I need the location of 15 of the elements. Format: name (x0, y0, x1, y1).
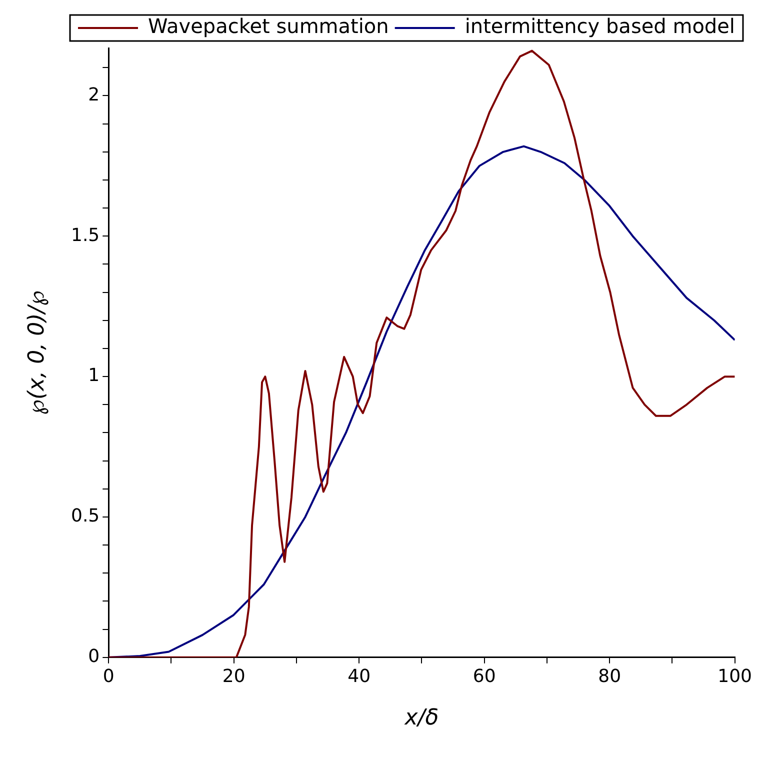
x-axis-title: x/δ (404, 706, 439, 731)
x-tick-label: 40 (348, 666, 371, 687)
x-tick-label: 0 (102, 666, 114, 687)
y-tick-label: 1.5 (70, 224, 100, 246)
legend-label: intermittency based model (464, 14, 736, 38)
x-tick-label: 20 (222, 666, 246, 687)
x-tick-label: 60 (472, 666, 496, 687)
legend-label: Wavepacket summation (148, 14, 389, 38)
x-tick-label: 80 (598, 666, 622, 687)
y-axis-title: ℘(x, 0, 0)/℘ (24, 290, 50, 415)
y-tick-label: 0 (88, 646, 100, 668)
x-tick-label: 100 (718, 666, 752, 687)
y-tick-label: 0.5 (70, 506, 100, 527)
y-tick-label: 1 (88, 365, 100, 386)
y-tick-label: 2 (88, 84, 100, 106)
